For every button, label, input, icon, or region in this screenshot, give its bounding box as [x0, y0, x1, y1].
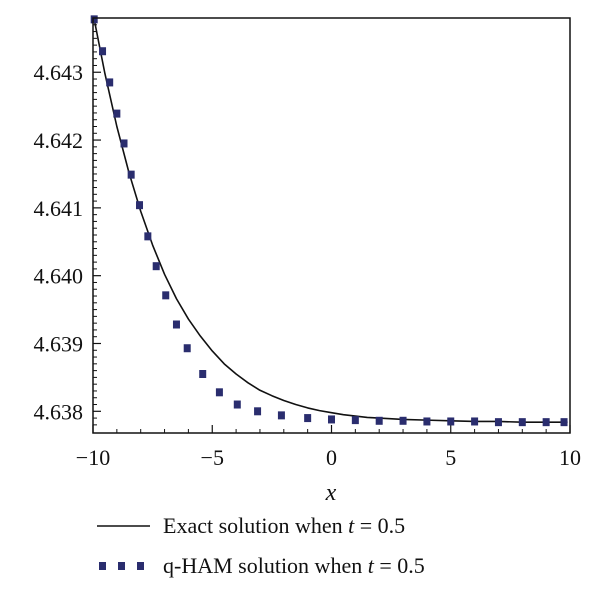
data-point-q-ham — [233, 400, 241, 409]
x-tick-label: 10 — [559, 445, 581, 470]
data-point-q-ham — [375, 416, 383, 425]
data-point-q-ham — [518, 418, 526, 427]
data-point-q-ham — [106, 78, 114, 87]
plot-area-frame — [92, 17, 571, 434]
data-point-q-ham — [254, 407, 262, 416]
data-point-q-ham — [199, 370, 207, 378]
x-tick-label: −5 — [201, 445, 224, 470]
y-tick-label: 4.642 — [34, 128, 84, 153]
x-tick-label: 5 — [445, 445, 456, 470]
tick-labels: −10 −5 0 5 10 4.638 4.639 4.640 4.641 4.642 4.643 — [34, 60, 582, 470]
data-point-q-ham — [471, 417, 479, 426]
data-point-q-ham — [136, 201, 144, 210]
legend-marker — [118, 562, 125, 570]
data-point-q-ham — [172, 320, 180, 329]
data-point-q-ham — [542, 418, 550, 427]
data-point-q-ham — [399, 416, 407, 425]
data-point-q-ham — [127, 170, 135, 179]
data-point-q-ham — [152, 262, 160, 271]
data-point-q-ham — [120, 139, 128, 148]
y-tick-label: 4.638 — [34, 399, 84, 424]
y-tick-label: 4.640 — [34, 264, 84, 289]
x-tick-label: 0 — [326, 445, 337, 470]
data-point-q-ham — [277, 411, 285, 420]
data-point-q-ham — [423, 417, 431, 426]
legend-label-q-ham-solution: q-HAM solution when t = 0.5 — [163, 553, 425, 578]
axis-ticks — [92, 24, 571, 433]
data-point-q-ham — [162, 291, 170, 300]
data-point-q-ham — [183, 344, 191, 353]
legend-marker — [99, 562, 106, 570]
data-point-q-ham — [113, 109, 121, 118]
series-layer — [90, 15, 568, 427]
data-point-q-ham — [99, 47, 107, 56]
x-tick-label: −10 — [76, 445, 110, 470]
legend-label-exact-solution: Exact solution when t = 0.5 — [163, 513, 405, 538]
data-point-q-ham — [351, 416, 359, 425]
data-point-q-ham — [215, 388, 223, 397]
y-tick-label: 4.643 — [34, 60, 84, 85]
legend-markers-q-ham — [99, 562, 144, 570]
y-tick-label: 4.639 — [34, 331, 84, 356]
data-point-q-ham — [560, 418, 568, 427]
data-point-q-ham — [90, 15, 98, 24]
legend: Exact solution when t = 0.5 q-HAM soluti… — [97, 513, 425, 578]
data-point-q-ham — [328, 415, 335, 424]
data-point-q-ham — [144, 232, 152, 241]
data-point-q-ham — [447, 417, 455, 426]
series-line-exact-solution — [93, 19, 568, 423]
data-point-q-ham — [304, 414, 312, 423]
x-axis-label: x — [325, 480, 337, 506]
legend-marker — [137, 562, 144, 570]
data-point-q-ham — [494, 418, 502, 427]
y-tick-label: 4.641 — [34, 196, 84, 221]
